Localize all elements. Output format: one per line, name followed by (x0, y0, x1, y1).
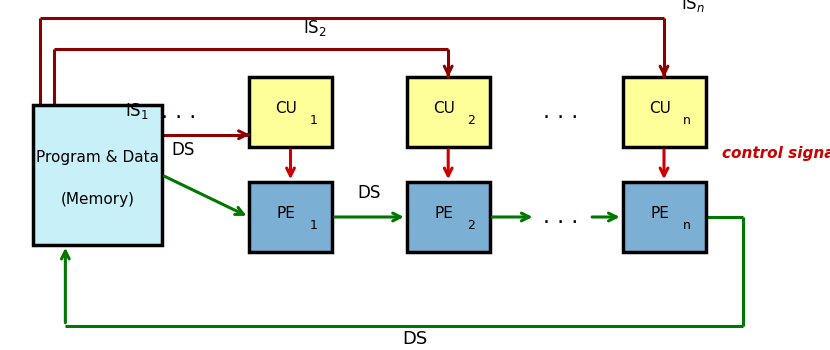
Text: Program & Data: Program & Data (36, 150, 159, 165)
Text: 2: 2 (467, 114, 476, 127)
Text: control signals: control signals (722, 147, 830, 161)
FancyBboxPatch shape (407, 77, 490, 147)
Text: . . .: . . . (543, 102, 578, 122)
Text: n: n (683, 219, 691, 232)
Text: IS$_2$: IS$_2$ (304, 19, 327, 38)
Text: IS$_n$: IS$_n$ (681, 0, 705, 14)
FancyBboxPatch shape (249, 77, 332, 147)
Text: DS: DS (358, 183, 381, 202)
Text: DS: DS (171, 141, 194, 160)
FancyBboxPatch shape (33, 105, 162, 245)
Text: CU: CU (649, 101, 671, 116)
Text: n: n (683, 114, 691, 127)
Text: IS$_1$: IS$_1$ (124, 101, 149, 121)
Text: (Memory): (Memory) (61, 192, 134, 207)
Text: PE: PE (435, 206, 453, 221)
Text: . . .: . . . (543, 207, 578, 227)
Text: CU: CU (276, 101, 297, 116)
Text: 1: 1 (310, 114, 318, 127)
Text: DS: DS (403, 330, 427, 349)
Text: PE: PE (651, 206, 669, 221)
Text: 1: 1 (310, 219, 318, 232)
FancyBboxPatch shape (622, 182, 706, 252)
Text: PE: PE (277, 206, 295, 221)
Text: . . .: . . . (161, 102, 196, 122)
FancyBboxPatch shape (407, 182, 490, 252)
Text: CU: CU (433, 101, 455, 116)
Text: 2: 2 (467, 219, 476, 232)
FancyBboxPatch shape (249, 182, 332, 252)
FancyBboxPatch shape (622, 77, 706, 147)
